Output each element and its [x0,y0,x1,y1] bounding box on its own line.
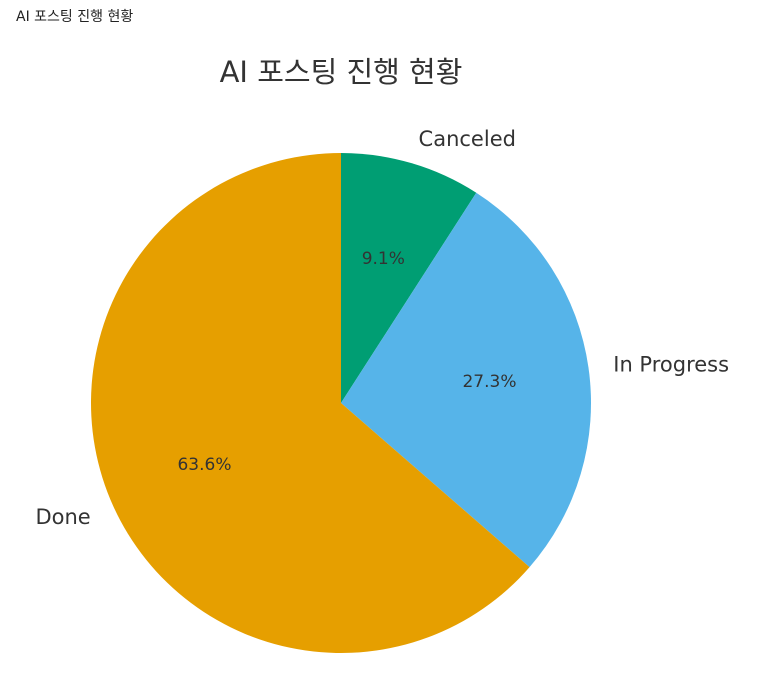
pie-slice-canceled [341,153,477,403]
pie-percent-labels: 9.1% 27.3% 63.6% [177,249,516,475]
pie-category-label-canceled: Canceled [419,127,516,151]
pie-category-label-done: Done [35,505,90,529]
pie-category-label-in-progress: In Progress [613,352,729,376]
pie-percent-label-canceled: 9.1% [362,249,405,269]
pie-slice-in-progress [341,192,591,568]
pie-category-labels: Canceled In Progress Done [35,127,729,529]
chart-title: AI 포스팅 진행 현황 [220,55,463,89]
pie-slices [91,153,591,653]
page-caption: AI 포스팅 진행 현황 [16,9,134,25]
pie-percent-label-done: 63.6% [177,455,231,475]
pie-slice-done [91,153,530,653]
pie-percent-label-in-progress: 27.3% [462,372,516,392]
